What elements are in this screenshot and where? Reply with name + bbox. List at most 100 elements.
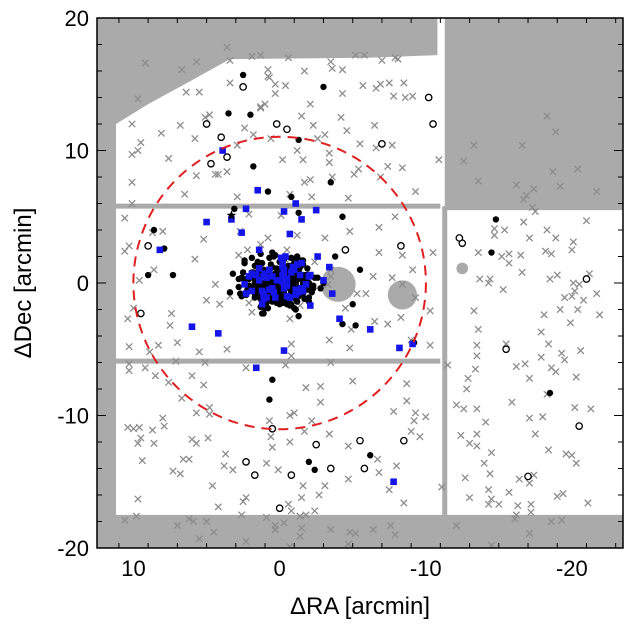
cross-marker (553, 271, 561, 279)
filled-circle-marker (273, 299, 280, 307)
square-marker (269, 273, 276, 280)
cross-marker (474, 325, 483, 334)
filled-circle-marker (241, 257, 248, 264)
cross-marker (559, 490, 567, 498)
open-circle-marker (207, 159, 215, 168)
cross-marker (552, 234, 560, 242)
cross-marker (287, 352, 295, 360)
cross-marker (537, 328, 545, 336)
cross-marker (584, 499, 592, 507)
cross-marker (316, 398, 325, 406)
filled-circle-marker (239, 269, 247, 276)
cross-marker (411, 293, 420, 302)
cross-marker (286, 315, 294, 323)
cross-marker (135, 423, 144, 432)
square-marker (305, 273, 313, 280)
cross-marker (505, 488, 513, 497)
cross-marker (473, 442, 481, 450)
filled-circle-marker (292, 306, 299, 313)
filled-circle-marker (311, 466, 318, 474)
cross-marker (372, 144, 380, 152)
cross-marker (245, 299, 253, 307)
cross-marker (370, 317, 379, 326)
cross-marker (557, 516, 566, 524)
cross-marker (531, 430, 539, 438)
cross-marker (201, 358, 209, 367)
square-marker (336, 315, 343, 323)
square-marker (261, 270, 269, 278)
open-circle-marker (429, 120, 437, 128)
cross-marker (239, 497, 247, 506)
cross-marker (512, 362, 520, 371)
filled-circle-marker (239, 71, 247, 79)
cross-marker (376, 80, 385, 88)
cross-marker (192, 439, 201, 447)
cross-marker (579, 296, 588, 304)
cross-marker (262, 459, 271, 467)
cross-marker (265, 73, 274, 82)
cross-marker (262, 513, 271, 522)
cross-marker (249, 130, 257, 139)
cross-marker (164, 154, 173, 163)
cross-marker (302, 511, 310, 519)
square-marker (296, 271, 304, 279)
square-marker (409, 340, 416, 348)
cross-marker (141, 364, 149, 372)
filled-circle-marker (356, 266, 364, 273)
open-circle-marker (217, 133, 226, 142)
cross-marker (543, 226, 551, 234)
filled-circle-marker (327, 179, 334, 186)
cross-marker (553, 492, 561, 500)
cross-marker (343, 126, 351, 135)
y-tick-label: 10 (65, 139, 89, 164)
cross-marker (388, 274, 396, 282)
filled-circle-marker (308, 289, 315, 296)
filled-circle-marker (144, 271, 152, 279)
cross-marker (568, 451, 576, 459)
cross-marker (124, 315, 132, 323)
cross-marker (500, 226, 509, 234)
cross-marker (192, 58, 201, 66)
cross-marker (528, 203, 537, 212)
cross-marker (487, 495, 496, 503)
cross-marker (167, 309, 176, 318)
square-marker (283, 275, 291, 283)
square-marker (258, 287, 266, 295)
cross-marker (327, 525, 335, 534)
open-circle-marker (283, 125, 291, 134)
cross-marker (308, 193, 316, 201)
cross-marker (444, 361, 452, 369)
cross-marker (176, 121, 184, 129)
cross-marker (157, 129, 165, 137)
cross-marker (325, 430, 333, 438)
cross-marker (267, 433, 275, 441)
square-marker (280, 266, 288, 274)
cross-marker (192, 172, 201, 180)
filled-circle-marker (266, 254, 273, 262)
cross-marker (556, 305, 564, 314)
cross-marker (473, 341, 481, 349)
cross-marker (346, 227, 354, 235)
cross-marker (256, 51, 265, 59)
square-marker (292, 200, 300, 207)
cross-marker (495, 500, 503, 508)
filled-circle-marker (352, 322, 359, 329)
cross-marker (460, 405, 468, 413)
masked-region (444, 18, 623, 211)
cross-marker (512, 181, 520, 189)
cross-marker (408, 92, 417, 100)
cross-marker (185, 455, 193, 463)
cross-marker (284, 500, 293, 508)
cross-marker (547, 364, 556, 372)
cross-marker (378, 56, 386, 65)
open-circle-marker (223, 153, 231, 161)
radius-circle (132, 135, 427, 431)
square-marker (307, 302, 314, 309)
filled-circle-marker (305, 458, 313, 466)
cross-marker (271, 80, 279, 88)
cross-marker (256, 104, 265, 112)
cross-marker (293, 231, 301, 239)
square-marker (254, 186, 262, 194)
open-circle-marker (242, 458, 250, 466)
cross-marker (375, 468, 383, 477)
